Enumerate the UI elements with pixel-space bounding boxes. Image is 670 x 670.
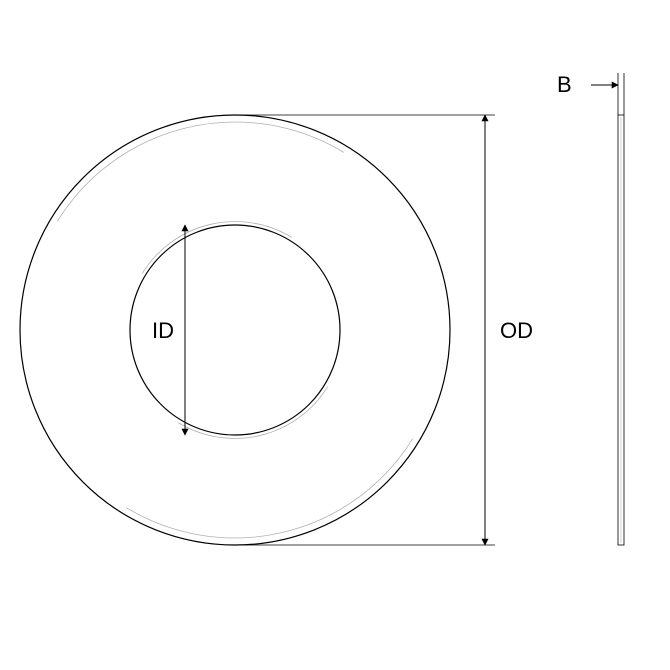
washer-technical-diagram: ID OD B xyxy=(0,0,670,670)
od-label: OD xyxy=(500,318,533,343)
washer-side-view xyxy=(618,115,624,545)
b-label: B xyxy=(557,72,572,97)
washer-front-view xyxy=(20,115,450,545)
id-label: ID xyxy=(152,318,174,343)
dimension-lines xyxy=(185,73,624,545)
